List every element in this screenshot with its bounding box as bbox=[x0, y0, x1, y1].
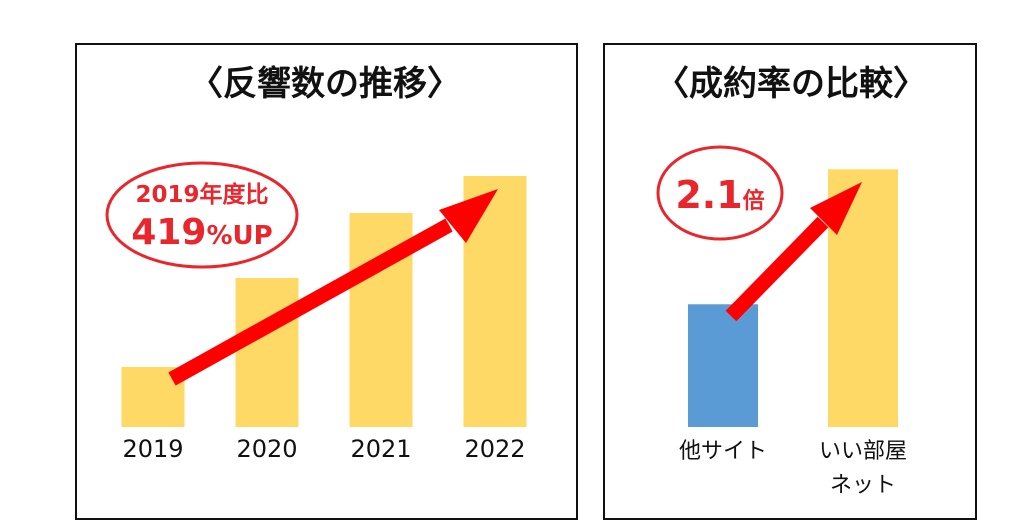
callout-percent-number: 419 bbox=[131, 212, 206, 253]
x-tick-2021: 2021 bbox=[350, 435, 411, 463]
comparison-arrow bbox=[725, 182, 862, 322]
contract-rate-chart-title: 〈成約率の比較〉 bbox=[655, 64, 927, 104]
callout-line2: 419%UP bbox=[131, 212, 272, 253]
reaction-chart-title: 〈反響数の推移〉 bbox=[189, 64, 461, 104]
x-tick-2020: 2020 bbox=[236, 435, 297, 463]
ratio-number: 2.1 bbox=[675, 173, 742, 217]
reaction-chart-panel: 〈反響数の推移〉 2019 2020 2021 2022 2019年度比 419%UP bbox=[75, 43, 578, 520]
x-tick-他サイト: 他サイト bbox=[679, 439, 767, 464]
reaction-chart-svg: 〈反響数の推移〉 2019 2020 2021 2022 2019年度比 419%UP bbox=[105, 64, 527, 463]
contract-rate-chart-panel: 〈成約率の比較〉 他サイト いい部屋ネット 2.1倍 bbox=[603, 43, 977, 520]
ratio-callout: 2.1倍 bbox=[656, 145, 784, 241]
x-tick-いい部屋ネット: いい部屋ネット bbox=[819, 439, 907, 498]
x-tick-2019: 2019 bbox=[122, 435, 183, 463]
ratio-unit: 倍 bbox=[743, 188, 765, 214]
x-tick-2022: 2022 bbox=[464, 435, 525, 463]
bar-2020 bbox=[235, 278, 299, 427]
growth-callout: 2019年度比 419%UP bbox=[105, 161, 299, 269]
growth-arrow bbox=[168, 189, 498, 386]
callout-percent-unit: %UP bbox=[206, 221, 272, 251]
callout-line1: 2019年度比 bbox=[135, 181, 268, 208]
bar-他サイト bbox=[688, 304, 758, 427]
contract-rate-chart-svg: 〈成約率の比較〉 他サイト いい部屋ネット 2.1倍 bbox=[655, 64, 927, 498]
ratio-text: 2.1倍 bbox=[675, 173, 764, 217]
